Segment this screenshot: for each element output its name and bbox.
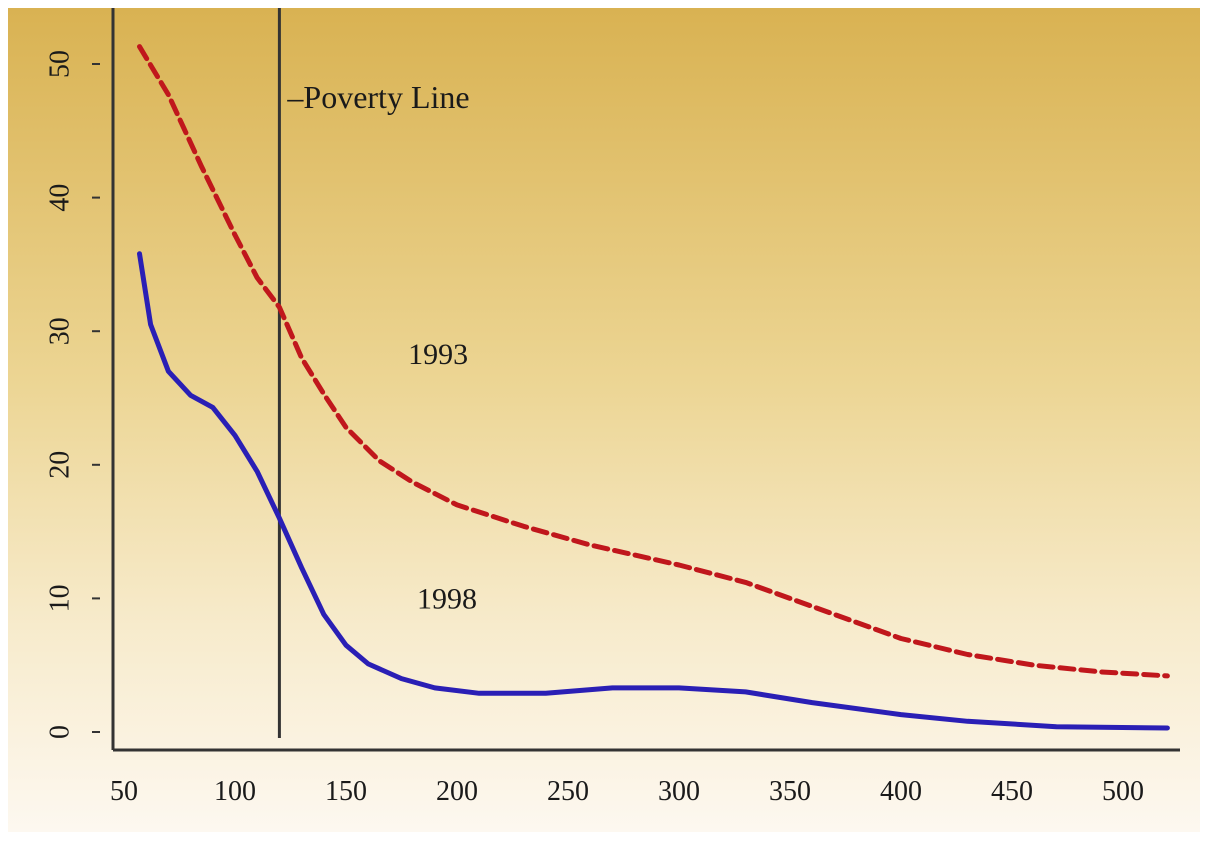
x-tick-label: 200 (436, 776, 478, 807)
series-layer (137, 44, 1170, 731)
x-tick-label: 400 (880, 776, 922, 807)
x-tick-label: 100 (214, 776, 256, 807)
x-tick-label: 450 (991, 776, 1033, 807)
labels-layer: 0 10 20 30 40 50 50 100 150 200 250 300 350 400 450 500… (45, 50, 1145, 807)
series-line-1993 (137, 44, 1170, 679)
x-tick-label: 300 (658, 776, 700, 807)
x-tick-label: 350 (769, 776, 811, 807)
plot-background (8, 8, 1200, 832)
y-tick-label: 20 (45, 451, 76, 479)
y-tick-label: 30 (45, 317, 76, 345)
series-label-1998: 1998 (417, 582, 477, 615)
x-tick-label: 250 (547, 776, 589, 807)
x-tick-label: 150 (325, 776, 367, 807)
poverty-line-label: –Poverty Line (286, 79, 469, 115)
series-label-1993: 1993 (408, 338, 468, 371)
y-tick-label: 50 (45, 50, 76, 78)
x-tick-label: 500 (1102, 776, 1144, 807)
y-tick-label: 40 (45, 184, 76, 212)
y-tick-label: 10 (45, 584, 76, 612)
y-tick-label: 0 (45, 725, 76, 739)
x-tick-label: 50 (110, 776, 138, 807)
series-line-1998 (137, 251, 1170, 731)
axes-layer (92, 8, 1180, 752)
